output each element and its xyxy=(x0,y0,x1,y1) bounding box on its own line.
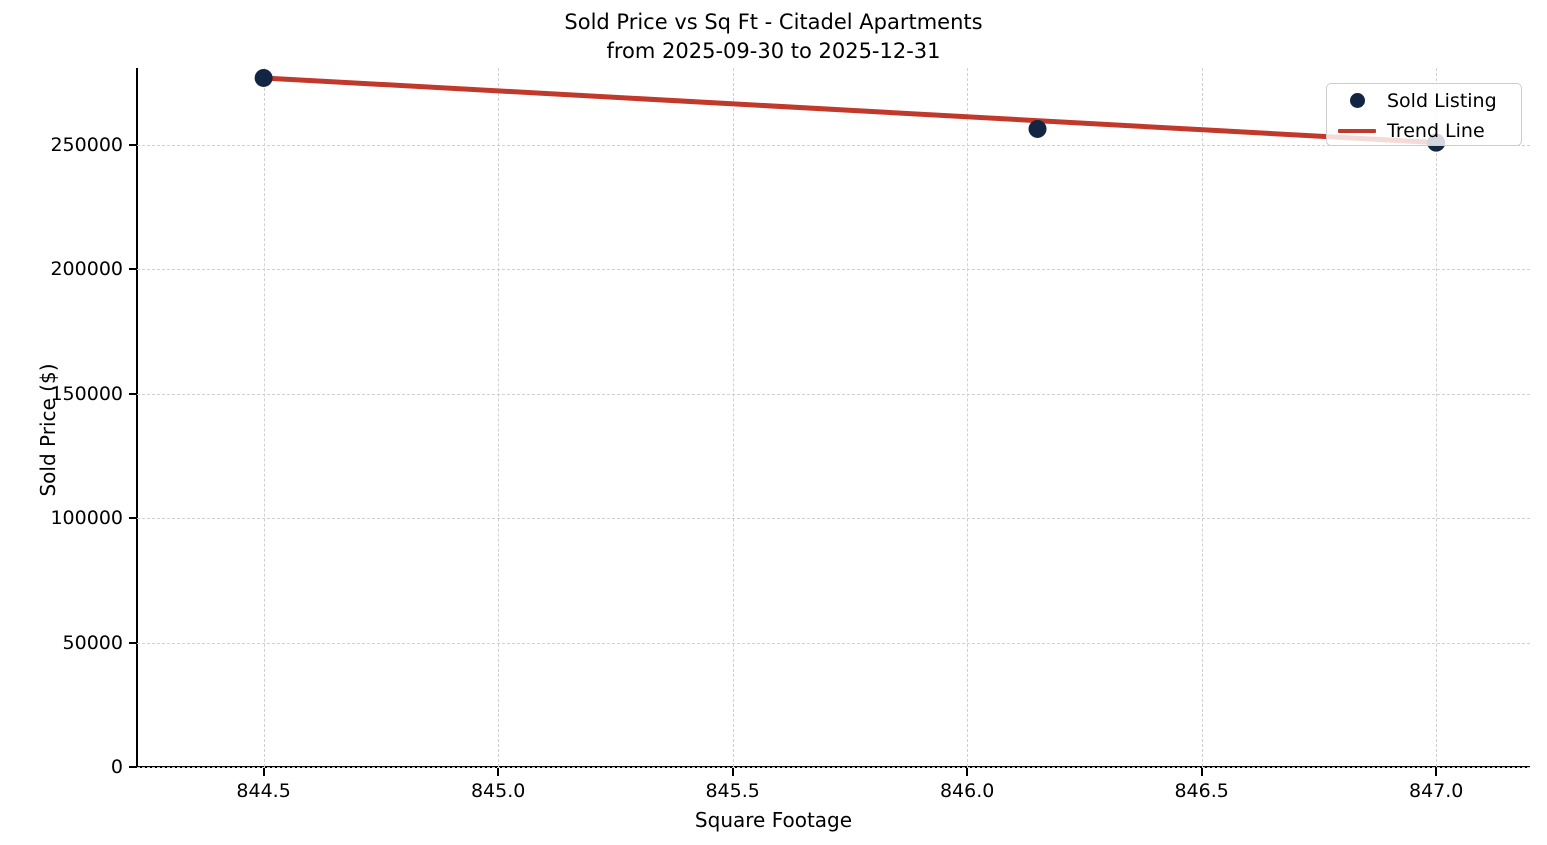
y-tick-label: 100000 xyxy=(50,507,123,530)
x-tick-mark xyxy=(262,768,265,776)
gridline-horizontal xyxy=(137,642,1530,644)
x-tick-label: 845.5 xyxy=(705,780,760,802)
gridline-vertical xyxy=(732,68,734,767)
x-tick-mark xyxy=(1435,768,1438,776)
trend-line-marker-icon xyxy=(1327,128,1387,133)
y-tick-label: 0 xyxy=(110,756,123,778)
x-tick-label: 847.0 xyxy=(1408,780,1464,802)
x-tick-mark xyxy=(966,768,969,776)
x-tick-label: 846.5 xyxy=(1174,780,1229,802)
x-tick-mark xyxy=(1200,768,1203,776)
chart-title: Sold Price vs Sq Ft - Citadel Apartments… xyxy=(0,8,1547,66)
x-tick-label: 844.5 xyxy=(236,780,291,802)
y-tick-mark xyxy=(129,766,137,768)
legend-label-trend-line: Trend Line xyxy=(1387,119,1485,142)
sold-listing-marker-icon xyxy=(1327,93,1387,108)
y-tick-mark xyxy=(129,268,137,271)
gridline-horizontal xyxy=(137,767,1530,768)
y-tick-label: 50000 xyxy=(62,631,123,654)
y-tick-mark xyxy=(129,392,137,395)
y-axis-spine xyxy=(136,68,138,768)
y-tick-mark xyxy=(129,641,137,644)
legend-label-sold-listing: Sold Listing xyxy=(1387,89,1497,112)
x-tick-mark xyxy=(497,768,500,776)
legend-item-sold-listing: Sold Listing xyxy=(1327,85,1523,116)
gridline-horizontal xyxy=(137,269,1530,271)
gridline-horizontal xyxy=(137,393,1530,395)
y-tick-label: 250000 xyxy=(50,134,123,157)
plot-area xyxy=(137,68,1530,768)
gridline-vertical xyxy=(498,68,500,767)
y-tick-mark xyxy=(129,517,137,520)
gridline-vertical xyxy=(1436,68,1438,767)
x-tick-label: 846.0 xyxy=(939,780,995,802)
y-tick-mark xyxy=(129,144,137,147)
x-axis-label: Square Footage xyxy=(694,808,853,832)
y-tick-label: 150000 xyxy=(50,382,123,405)
chart-title-line-1: Sold Price vs Sq Ft - Citadel Apartments xyxy=(564,10,983,34)
gridline-horizontal xyxy=(137,145,1530,147)
x-tick-label: 845.0 xyxy=(470,780,526,802)
gridline-vertical xyxy=(1201,68,1203,767)
legend-item-trend-line: Trend Line xyxy=(1327,115,1523,146)
x-tick-mark xyxy=(731,768,734,776)
y-tick-label: 200000 xyxy=(50,258,123,281)
chart-title-line-2: from 2025-09-30 to 2025-12-31 xyxy=(606,39,941,63)
gridline-horizontal xyxy=(137,518,1530,520)
chart-legend: Sold Listing Trend Line xyxy=(1326,83,1522,146)
gridline-vertical xyxy=(263,68,265,767)
y-axis-label: Sold Price ($) xyxy=(36,363,60,497)
gridline-vertical xyxy=(967,68,969,767)
